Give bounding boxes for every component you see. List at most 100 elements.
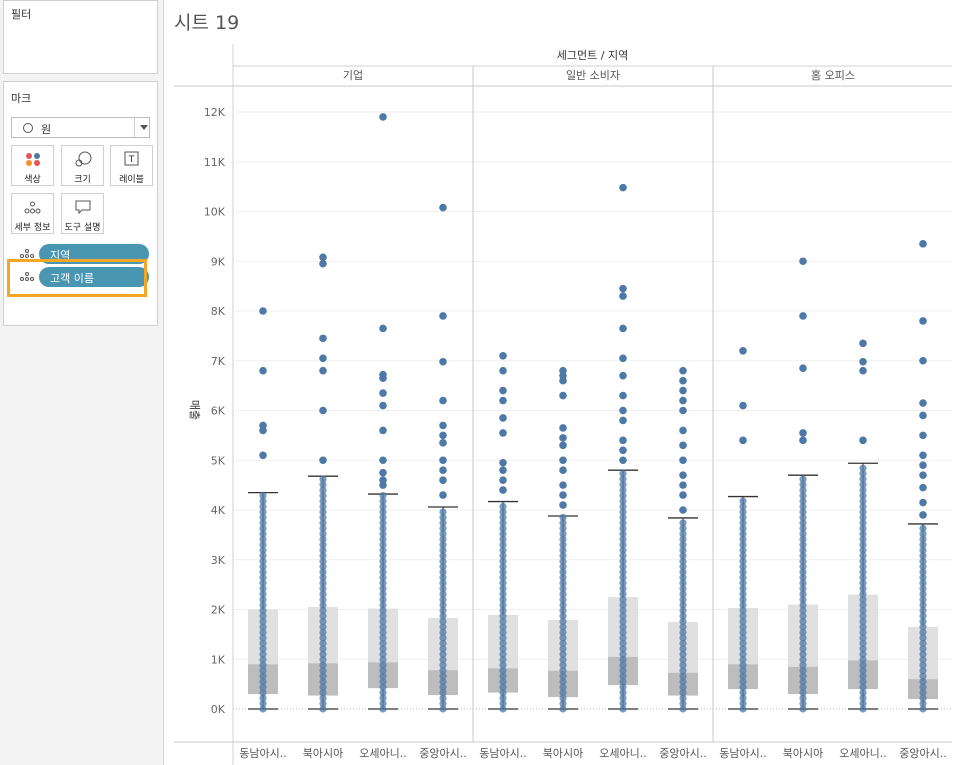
data-point[interactable] xyxy=(859,519,867,527)
outlier-point[interactable] xyxy=(319,366,327,375)
data-point[interactable] xyxy=(379,628,387,636)
data-point[interactable] xyxy=(679,579,687,587)
data-point[interactable] xyxy=(799,601,807,609)
outlier-point[interactable] xyxy=(859,366,867,375)
data-point[interactable] xyxy=(739,535,747,543)
data-point[interactable] xyxy=(679,672,687,680)
outlier-point[interactable] xyxy=(919,411,927,420)
data-point[interactable] xyxy=(259,541,267,549)
box-group[interactable] xyxy=(668,366,698,713)
data-point[interactable] xyxy=(919,530,927,538)
outlier-point[interactable] xyxy=(619,183,627,192)
data-point[interactable] xyxy=(439,519,447,527)
data-point[interactable] xyxy=(439,568,447,576)
data-point[interactable] xyxy=(259,650,267,658)
data-point[interactable] xyxy=(559,513,567,522)
outlier-point[interactable] xyxy=(679,376,687,385)
data-point[interactable] xyxy=(379,678,387,686)
data-point[interactable] xyxy=(619,497,627,505)
data-point[interactable] xyxy=(679,688,687,697)
data-point[interactable] xyxy=(379,502,387,511)
data-point[interactable] xyxy=(499,508,507,516)
data-point[interactable] xyxy=(739,579,747,587)
data-point[interactable] xyxy=(439,634,447,642)
outlier-point[interactable] xyxy=(799,364,807,373)
data-point[interactable] xyxy=(259,552,267,560)
outlier-point[interactable] xyxy=(679,396,687,405)
data-point[interactable] xyxy=(379,524,387,533)
data-point[interactable] xyxy=(859,535,867,543)
data-point[interactable] xyxy=(859,541,867,549)
outlier-point[interactable] xyxy=(559,391,567,400)
outlier-point[interactable] xyxy=(679,426,687,435)
outlier-point[interactable] xyxy=(859,339,867,348)
data-point[interactable] xyxy=(439,524,447,533)
outlier-point[interactable] xyxy=(859,436,867,445)
data-point[interactable] xyxy=(859,617,867,626)
data-point[interactable] xyxy=(319,667,327,675)
data-point[interactable] xyxy=(859,595,867,604)
data-point[interactable] xyxy=(499,530,507,538)
data-point[interactable] xyxy=(379,568,387,576)
data-point[interactable] xyxy=(859,612,867,620)
outlier-point[interactable] xyxy=(499,458,507,467)
data-point[interactable] xyxy=(739,601,747,609)
data-point[interactable] xyxy=(619,519,627,527)
data-point[interactable] xyxy=(379,513,387,522)
data-point[interactable] xyxy=(379,579,387,587)
outlier-point[interactable] xyxy=(919,483,927,492)
outlier-point[interactable] xyxy=(799,312,807,320)
outlier-point[interactable] xyxy=(379,426,387,435)
data-point[interactable] xyxy=(379,699,387,708)
data-point[interactable] xyxy=(799,552,807,560)
data-point[interactable] xyxy=(799,595,807,604)
data-point[interactable] xyxy=(679,519,687,527)
data-point[interactable] xyxy=(619,623,627,631)
outlier-point[interactable] xyxy=(919,431,927,440)
data-point[interactable] xyxy=(259,595,267,604)
data-point[interactable] xyxy=(379,667,387,675)
data-point[interactable] xyxy=(499,601,507,609)
data-point[interactable] xyxy=(499,650,507,658)
outlier-point[interactable] xyxy=(919,511,927,519)
data-point[interactable] xyxy=(499,568,507,576)
data-point[interactable] xyxy=(619,694,627,702)
data-point[interactable] xyxy=(319,699,327,708)
data-point[interactable] xyxy=(319,683,327,691)
data-point[interactable] xyxy=(319,595,327,604)
data-point[interactable] xyxy=(439,656,447,664)
data-point[interactable] xyxy=(739,568,747,576)
data-point[interactable] xyxy=(559,612,567,620)
data-point[interactable] xyxy=(619,574,627,582)
data-point[interactable] xyxy=(499,688,507,697)
outlier-point[interactable] xyxy=(919,240,927,248)
data-point[interactable] xyxy=(919,623,927,631)
outlier-point[interactable] xyxy=(619,284,627,293)
outlier-point[interactable] xyxy=(679,491,687,499)
outlier-point[interactable] xyxy=(559,441,567,450)
data-point[interactable] xyxy=(619,513,627,522)
outlier-point[interactable] xyxy=(619,456,627,465)
data-point[interactable] xyxy=(439,606,447,615)
data-point[interactable] xyxy=(439,694,447,702)
data-point[interactable] xyxy=(559,595,567,604)
outlier-point[interactable] xyxy=(319,354,327,363)
data-point[interactable] xyxy=(259,661,267,669)
data-point[interactable] xyxy=(319,513,327,522)
outlier-point[interactable] xyxy=(259,451,267,460)
data-point[interactable] xyxy=(439,563,447,571)
data-point[interactable] xyxy=(619,650,627,658)
data-point[interactable] xyxy=(799,502,807,511)
data-point[interactable] xyxy=(559,546,567,554)
data-point[interactable] xyxy=(919,634,927,642)
data-point[interactable] xyxy=(799,628,807,636)
data-point[interactable] xyxy=(499,667,507,675)
data-point[interactable] xyxy=(259,612,267,620)
data-point[interactable] xyxy=(859,481,867,489)
data-point[interactable] xyxy=(619,612,627,620)
data-point[interactable] xyxy=(619,678,627,686)
outlier-point[interactable] xyxy=(259,307,267,315)
data-point[interactable] xyxy=(619,481,627,489)
data-point[interactable] xyxy=(439,650,447,658)
data-point[interactable] xyxy=(859,579,867,587)
